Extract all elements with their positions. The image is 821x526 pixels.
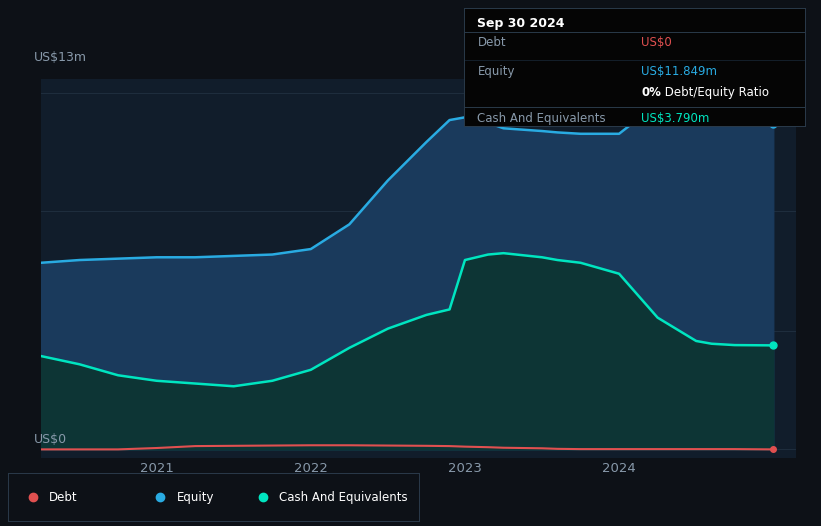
Text: US$11.849m: US$11.849m [641,65,717,78]
Text: Equity: Equity [478,65,515,78]
Text: Debt: Debt [49,491,78,503]
Text: US$0: US$0 [641,36,672,49]
Text: Equity: Equity [177,491,214,503]
Text: 0%: 0% [641,86,661,99]
Text: Debt: Debt [478,36,506,49]
Text: US$0: US$0 [34,433,67,446]
Text: US$3.790m: US$3.790m [641,112,709,125]
Text: Sep 30 2024: Sep 30 2024 [478,17,565,31]
Text: Cash And Equivalents: Cash And Equivalents [478,112,606,125]
Text: US$13m: US$13m [34,50,86,64]
Text: Cash And Equivalents: Cash And Equivalents [279,491,408,503]
Text: Debt/Equity Ratio: Debt/Equity Ratio [662,86,769,99]
